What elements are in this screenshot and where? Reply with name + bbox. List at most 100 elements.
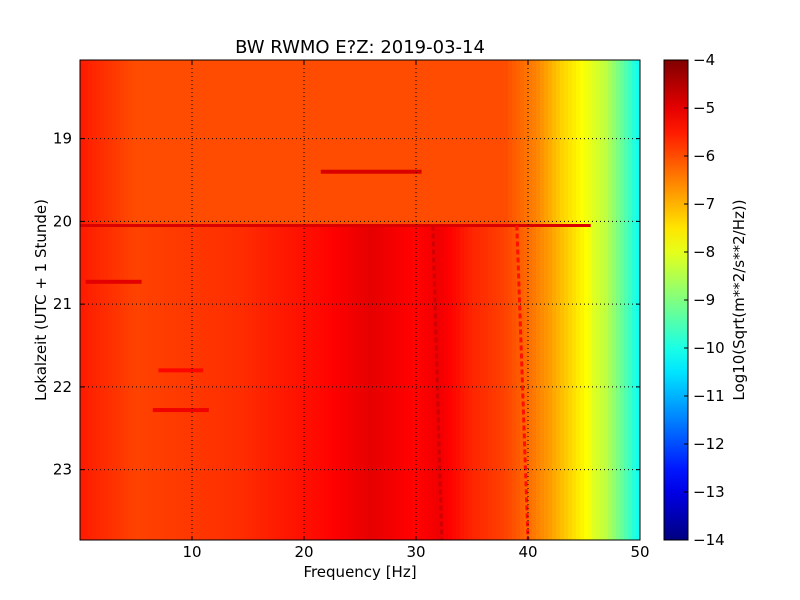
heatmap-cell-before xyxy=(404,60,409,226)
heatmap-cell-after xyxy=(288,225,293,540)
heatmap-cell-after xyxy=(140,225,145,540)
heatmap-cell-after xyxy=(96,225,101,540)
heatmap-cell-before xyxy=(256,60,261,226)
heatmap-cell-before xyxy=(356,60,361,226)
heatmap-cell-before xyxy=(448,60,453,226)
heatmap-cell-before xyxy=(436,60,441,226)
heatmap-cell-after xyxy=(356,225,361,540)
heatmap-cell-after xyxy=(568,225,573,540)
heatmap-cell-before xyxy=(96,60,101,226)
heatmap-cell-after xyxy=(144,225,149,540)
y-tick-label: 19 xyxy=(53,130,72,148)
line-near-32hz xyxy=(431,225,444,540)
heatmap-cell-after xyxy=(560,225,565,540)
heatmap-cell-after xyxy=(400,225,405,540)
heatmap-cell-after xyxy=(632,225,637,540)
heatmap-cell-after xyxy=(528,225,533,540)
heatmap-cell-after xyxy=(612,225,617,540)
heatmap-cell-after xyxy=(504,225,509,540)
heatmap-cell-after xyxy=(228,225,233,540)
heatmap-cell-before xyxy=(284,60,289,226)
heatmap-cell-after xyxy=(452,225,457,540)
heatmap-cell-before xyxy=(580,60,585,226)
heatmap-cell-before xyxy=(524,60,529,226)
heatmap-cell-before xyxy=(300,60,305,226)
heatmap-cell-before xyxy=(528,60,533,226)
y-axis-ticks: 19 20 21 22 23 xyxy=(53,130,640,479)
heatmap-cell-after xyxy=(552,225,557,540)
y-tick-label: 23 xyxy=(53,461,72,479)
heatmap-cell-before xyxy=(488,60,493,226)
heatmap-cell-after xyxy=(104,225,109,540)
heatmap-cell-after xyxy=(300,225,305,540)
heatmap-cell-before xyxy=(384,60,389,226)
heatmap-cell-before xyxy=(512,60,517,226)
heatmap-cell-after xyxy=(124,225,129,540)
heatmap-cell-before xyxy=(440,60,445,226)
heatmap-cell-before xyxy=(332,60,337,226)
heatmap-cell-before xyxy=(132,60,137,226)
heatmap-cell-before xyxy=(212,60,217,226)
heatmap-cell-after xyxy=(336,225,341,540)
heatmap-cell-after xyxy=(272,225,277,540)
heatmap-cell-before xyxy=(200,60,205,226)
heatmap-cell-after xyxy=(456,225,461,540)
heatmap-cell-after xyxy=(508,225,513,540)
heatmap-cell-before xyxy=(600,60,605,226)
heatmap-cell-before xyxy=(240,60,245,226)
heatmap-cell-after xyxy=(208,225,213,540)
heatmap-cell-before xyxy=(100,60,105,226)
heatmap-cell-after xyxy=(176,225,181,540)
heatmap-cell-before xyxy=(420,60,425,226)
heatmap-cell-before xyxy=(588,60,593,226)
heatmap-cell-before xyxy=(460,60,465,226)
heatmap-cell-after xyxy=(596,225,601,540)
heatmap-cell-before xyxy=(504,60,509,226)
heatmap-cell-after xyxy=(200,225,205,540)
heatmap-cell-before xyxy=(152,60,157,226)
heatmap-cell-before xyxy=(556,60,561,226)
heatmap-cell-after xyxy=(308,225,313,540)
heatmap-cell-before xyxy=(396,60,401,226)
heatmap-cell-after xyxy=(488,225,493,540)
heatmap-cell-before xyxy=(268,60,273,226)
heatmap-cell-after xyxy=(296,225,301,540)
heatmap-cell-before xyxy=(608,60,613,226)
heatmap-cell-before xyxy=(84,60,89,226)
heatmap-cell-after xyxy=(516,225,521,540)
heatmap-cell-before xyxy=(560,60,565,226)
colorbar-tick-label: −8 xyxy=(693,243,715,261)
heatmap-cell-before xyxy=(92,60,97,226)
heatmap-cell-before xyxy=(320,60,325,226)
heatmap-cell-before xyxy=(456,60,461,226)
heatmap-cell-before xyxy=(124,60,129,226)
heatmap-cell-before xyxy=(424,60,429,226)
heatmap-cell-after xyxy=(184,225,189,540)
heatmap-cell-before xyxy=(108,60,113,226)
heatmap-cell-before xyxy=(368,60,373,226)
heatmap-cell-after xyxy=(544,225,549,540)
chart-title: BW RWMO E?Z: 2019-03-14 xyxy=(235,37,485,58)
heatmap-cell-before xyxy=(492,60,497,226)
heatmap-cell-after xyxy=(196,225,201,540)
heatmap-cell-before xyxy=(192,60,197,226)
heatmap-cell-before xyxy=(216,60,221,226)
transient-feature xyxy=(158,368,204,373)
heatmap-cell-after xyxy=(448,225,453,540)
heatmap-cell-before xyxy=(548,60,553,226)
heatmap-cell-before xyxy=(272,60,277,226)
heatmap-cell-after xyxy=(212,225,217,540)
heatmap-cell-after xyxy=(268,225,273,540)
heatmap-cell-before xyxy=(564,60,569,226)
heatmap-cell-before xyxy=(128,60,133,226)
heatmap-cell-after xyxy=(136,225,141,540)
heatmap-cell-before xyxy=(188,60,193,226)
heatmap-cell-after xyxy=(172,225,177,540)
heatmap-cell-before xyxy=(344,60,349,226)
colorbar-tick-label: −11 xyxy=(693,387,725,405)
heatmap-cell-before xyxy=(360,60,365,226)
heatmap-cell-after xyxy=(580,225,585,540)
heatmap-cell-before xyxy=(624,60,629,226)
heatmap-cell-after xyxy=(464,225,469,540)
